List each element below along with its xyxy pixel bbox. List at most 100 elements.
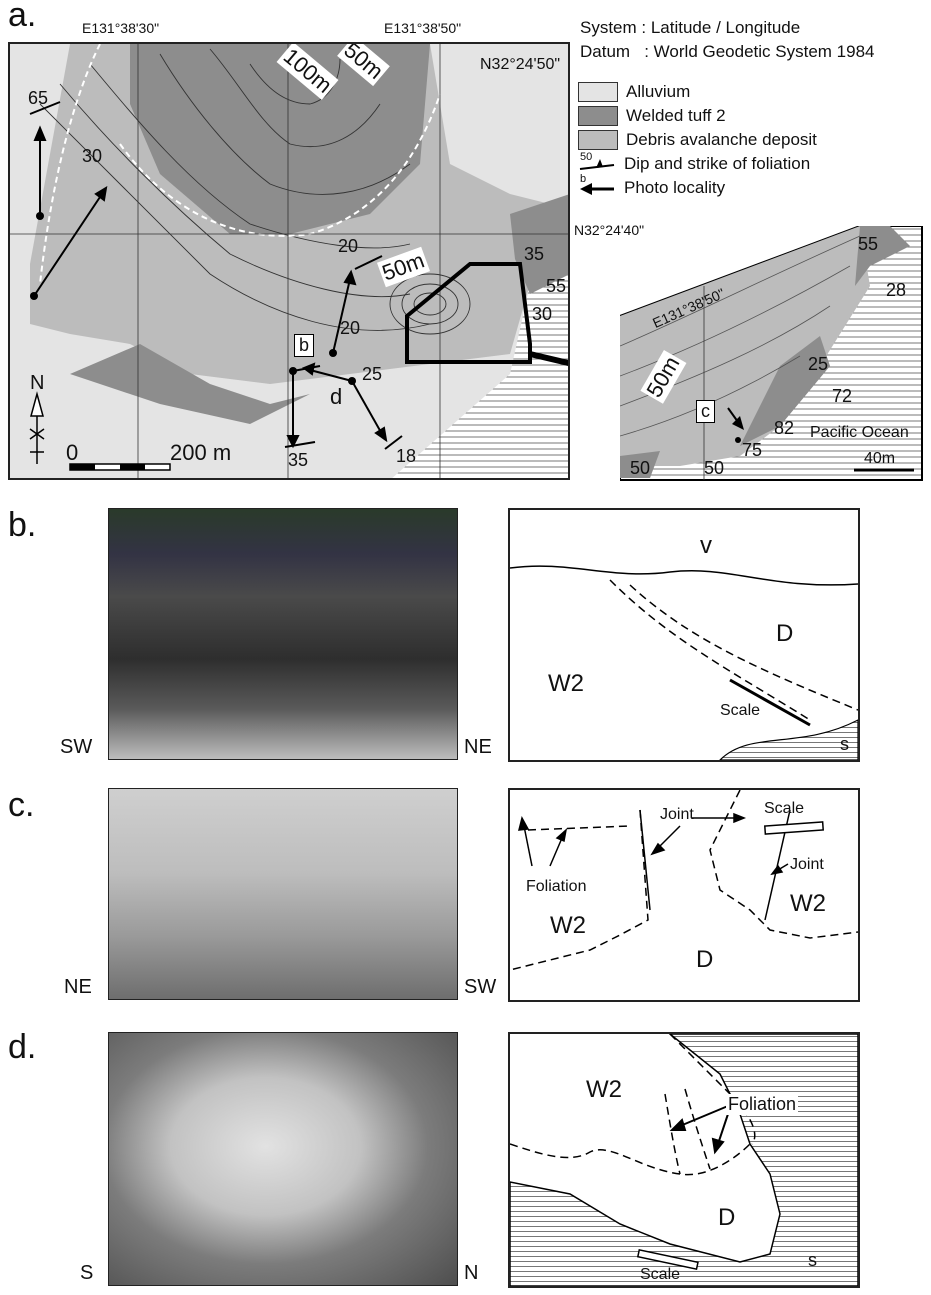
inset-tuff-north: [855, 226, 910, 286]
inset-dip-28: 28: [886, 280, 907, 300]
panel-a-letter: a.: [8, 0, 37, 34]
photo-point-3: [36, 212, 44, 220]
geologic-map: N32°24'50" 100m 50m 50m 65 30 20 35 55 3…: [8, 42, 570, 480]
legend-label: Alluvium: [626, 82, 691, 101]
dip-25: 25: [362, 364, 383, 384]
photo-d-right-dir: N: [464, 1262, 479, 1284]
photo-arrows: [33, 125, 388, 449]
photo-d-left-dir: S: [80, 1262, 94, 1284]
sketch-d-boundary: [509, 1143, 751, 1176]
photo-point-2: [30, 292, 38, 300]
scale-main-label: 200 m: [170, 440, 232, 465]
datum-line: Datum : World Geodetic System 1984: [580, 42, 875, 61]
sketch-c-boundary-right: [709, 789, 859, 939]
inset-dip-50-west: 50: [630, 458, 651, 478]
inset-map-svg: [619, 225, 923, 481]
sketch-b-svg: [509, 565, 859, 761]
inset-photo-arrow-c: [732, 416, 744, 430]
sketch-b-scale: [729, 678, 811, 727]
panel-d-letter: d.: [8, 1028, 37, 1066]
photo-c-left-dir: NE: [64, 976, 92, 998]
dip-35-east: 35: [524, 244, 545, 264]
inset-debris: [620, 226, 870, 466]
inset-map: E131°38'50" 50m 55 28 25 72 82 75 50 50 …: [619, 225, 924, 482]
dip-35-south: 35: [288, 450, 309, 470]
inset-scale-label: 40m: [864, 450, 896, 467]
photo-point-b: [289, 367, 297, 375]
welded-tuff-area: [130, 44, 430, 234]
inset-ocean-label: Pacific Ocean: [810, 424, 909, 441]
photo-b-left-dir: SW: [60, 736, 93, 758]
sketch-c-scale: [763, 821, 825, 835]
sketch-c-w2-right: W2: [790, 890, 826, 917]
legend-label: Debris avalanche deposit: [626, 130, 817, 149]
photo-b-right-dir: NE: [464, 736, 492, 758]
photo-point-d: [348, 377, 356, 385]
legend-label: Welded tuff 2: [626, 106, 726, 125]
legend-swatch: [578, 106, 618, 126]
dip-55-east: 55: [546, 276, 567, 296]
inset-arrow-line: [529, 351, 568, 367]
sketch-b-scale-label: Scale: [720, 702, 761, 719]
inset-tuff-mid: [740, 336, 830, 446]
sketch-b-w2: W2: [548, 670, 584, 697]
lat-label-top: N32°24'50": [480, 56, 561, 73]
legend-label: Photo locality: [624, 178, 726, 197]
inset-dip-50-east: 50: [704, 458, 725, 478]
sketch-c-w2-left: W2: [550, 912, 586, 939]
sketch-c-d: D: [696, 946, 714, 973]
legend-label: Dip and strike of foliation: [624, 154, 811, 173]
inset-photo-label-c: c: [696, 400, 715, 423]
welded-tuff-outcrop: [70, 344, 310, 424]
dip-30-west: 30: [82, 146, 103, 166]
sketch-c-foliation-line: [527, 825, 631, 831]
sketch-d: W2 Foliation D Scale s: [508, 1032, 860, 1288]
scale-zero-label: 0: [66, 440, 79, 465]
scale-bar: [69, 463, 171, 471]
legend-item-welded-tuff: Welded tuff 2: [578, 104, 817, 128]
sketch-d-s: s: [808, 1250, 817, 1270]
sketch-b-dashed-1: [609, 579, 811, 721]
photo-c: [108, 788, 458, 1000]
coordinate-grid: [10, 44, 568, 478]
panel-c-letter: c.: [8, 786, 35, 824]
sketch-d-w2: W2: [586, 1076, 622, 1103]
sketch-c-joint-label-2: Joint: [790, 856, 824, 873]
inset-dip-82: 82: [774, 418, 795, 438]
sketch-b-d: D: [776, 620, 794, 647]
sketch-b-s: s: [840, 734, 849, 754]
photo-label-b: b: [294, 334, 315, 357]
inset-dip-72: 72: [832, 386, 853, 406]
sketch-c-svg: [509, 789, 859, 971]
north-label: N: [30, 372, 45, 394]
system-line: System : Latitude / Longitude: [580, 18, 801, 37]
sketch-c-foliation-label: Foliation: [526, 878, 587, 895]
dip-65: 65: [28, 88, 49, 108]
dip-20-north: 20: [338, 236, 359, 256]
dip-30-east: 30: [532, 304, 553, 324]
inset-dip-75: 75: [742, 440, 763, 460]
photo-label-d: d: [330, 384, 343, 409]
sketch-c-annotation-arrows: [518, 812, 789, 876]
dip-18: 18: [396, 446, 417, 466]
photo-b: [108, 508, 458, 760]
sketch-d-foliation-label: Foliation: [726, 1094, 799, 1115]
inset-contours: [619, 235, 861, 437]
map-legend: Alluvium Welded tuff 2 Debris avalanche …: [578, 80, 817, 200]
sketch-d-scale-label: Scale: [640, 1266, 681, 1283]
sketch-b-v: v: [700, 532, 712, 559]
inset-tuff-sw: [620, 451, 660, 478]
strike-symbols: [29, 101, 403, 450]
photo-d: [108, 1032, 458, 1286]
legend-symbol-value: b: [580, 173, 587, 185]
sketch-d-scale: [636, 1248, 699, 1271]
dip-20-south: 20: [340, 318, 361, 338]
geologic-map-svg: [10, 44, 568, 478]
legend-swatch: [578, 130, 618, 150]
inset-dip-25: 25: [808, 354, 829, 374]
lon-label-left: E131°38'30": [82, 20, 160, 36]
sketch-b-dashed-2: [629, 584, 859, 711]
sketch-d-foliation-arrows: [669, 1105, 729, 1155]
sketch-c-scale-label: Scale: [764, 800, 805, 817]
photo-locality-symbol: b: [578, 173, 616, 197]
